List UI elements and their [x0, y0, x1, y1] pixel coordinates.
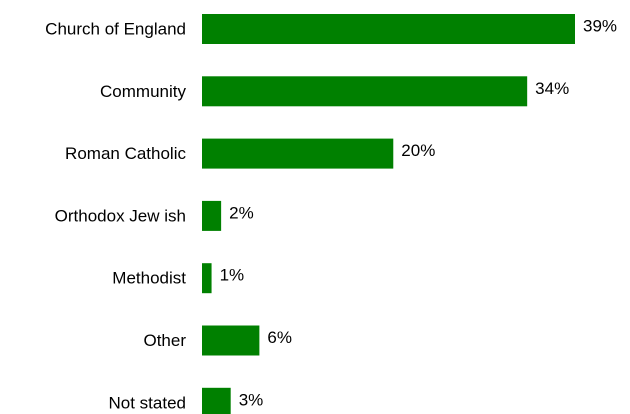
- bar-group: Church of England 39% Community 34% Roman Ca…: [45, 14, 617, 414]
- value-label: 2%: [229, 203, 254, 222]
- value-label: 20%: [401, 141, 435, 160]
- bar: [202, 14, 575, 44]
- value-label: 6%: [267, 328, 292, 347]
- category-label: Not stated: [109, 393, 187, 412]
- bar: [202, 263, 212, 294]
- category-label: Orthodox Jew ish: [55, 206, 186, 225]
- category-label: Methodist: [112, 269, 186, 288]
- bar: [202, 200, 222, 231]
- value-label: 39%: [583, 17, 617, 36]
- value-label: 34%: [535, 79, 569, 98]
- value-label: 3%: [239, 390, 264, 409]
- category-label: Church of England: [45, 20, 186, 39]
- category-label: Other: [143, 331, 186, 350]
- category-label: Roman Catholic: [65, 144, 186, 163]
- bar: [202, 138, 394, 169]
- bar: [202, 387, 231, 414]
- bar: [202, 325, 260, 356]
- category-label: Community: [100, 82, 186, 101]
- bar: [202, 76, 528, 107]
- value-label: 1%: [220, 266, 245, 285]
